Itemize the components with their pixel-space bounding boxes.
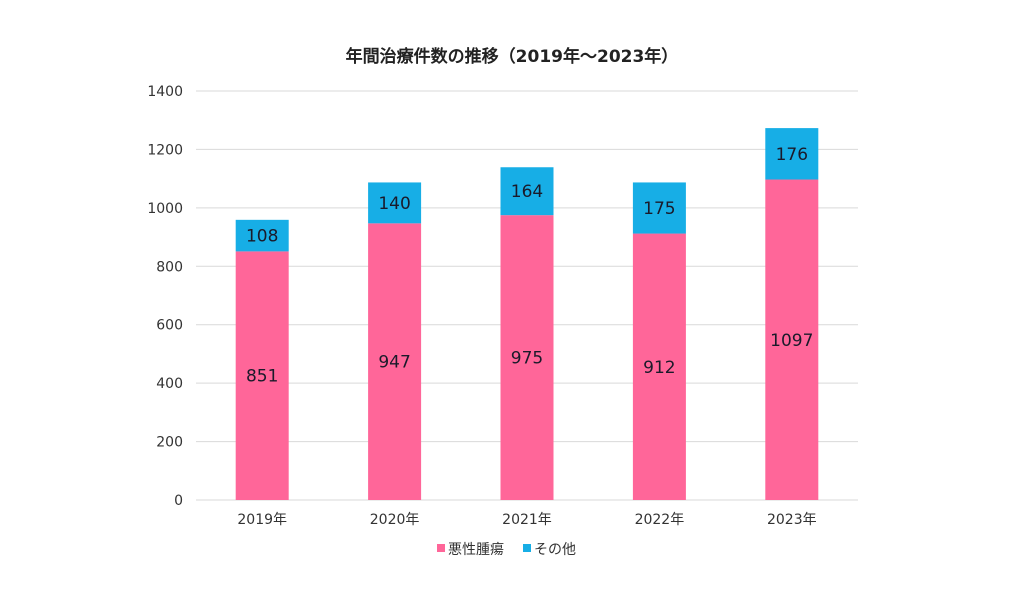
data-label: 164 (511, 182, 543, 202)
legend-swatch-malignant-tumor (437, 544, 445, 552)
data-label: 851 (246, 367, 278, 387)
legend: 悪性腫瘍 その他 (437, 541, 576, 558)
y-tick-label: 1000 (147, 201, 183, 217)
x-tick-label: 2022年 (635, 512, 685, 528)
bars: 851 108 947 140 975 164 912 175 1097 176 (235, 128, 819, 501)
legend-swatch-other (523, 544, 531, 552)
y-tick-label: 1200 (147, 142, 183, 158)
bar-malignant-tumor (235, 251, 289, 500)
bar-other (368, 182, 422, 224)
legend-label-other: その他 (534, 542, 576, 558)
x-tick-label: 2021年 (502, 512, 552, 528)
y-tick-label: 600 (156, 318, 183, 334)
data-label: 947 (378, 353, 410, 373)
y-tick-label: 1400 (147, 84, 183, 100)
data-label: 975 (511, 349, 543, 369)
chart-title: 年間治療件数の推移（2019年～2023年） (346, 46, 679, 67)
data-label: 912 (643, 358, 675, 378)
data-label: 176 (776, 145, 808, 165)
x-tick-label: 2020年 (370, 512, 420, 528)
bar-malignant-tumor (368, 223, 422, 501)
y-tick-label: 200 (156, 435, 183, 451)
x-tick-label: 2019年 (237, 512, 287, 528)
bar-other (500, 167, 554, 216)
bar-malignant-tumor (632, 233, 686, 500)
data-label: 108 (246, 227, 278, 247)
data-label: 140 (378, 194, 410, 214)
y-tick-label: 800 (156, 259, 183, 275)
data-label: 1097 (770, 331, 813, 351)
bar-other (632, 182, 686, 234)
y-tick-label: 400 (156, 376, 183, 392)
legend-label-malignant-tumor: 悪性腫瘍 (448, 541, 504, 558)
bar-other (765, 128, 819, 180)
bar-other (235, 219, 289, 252)
data-label: 175 (643, 199, 675, 219)
y-tick-label: 0 (174, 493, 183, 509)
x-tick-label: 2023年 (767, 512, 817, 528)
x-axis-ticks: 2019年 2020年 2021年 2022年 2023年 (237, 512, 816, 528)
bar-malignant-tumor (765, 179, 819, 500)
bar-malignant-tumor (500, 215, 554, 501)
y-axis-ticks: 0 200 400 600 800 1000 1200 1400 (147, 84, 183, 509)
